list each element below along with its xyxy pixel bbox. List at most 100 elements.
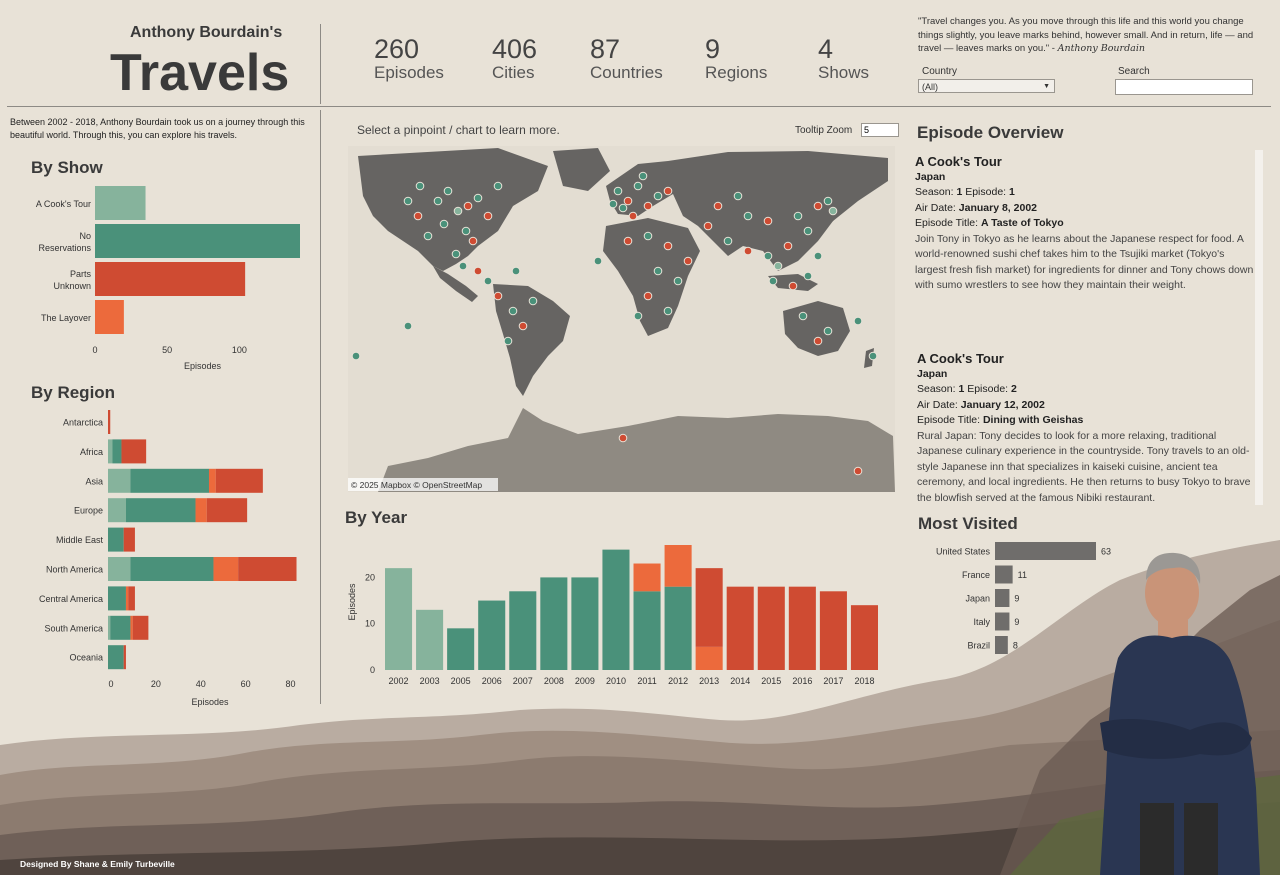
region-bar-segment[interactable] [108, 410, 111, 434]
region-bar-segment[interactable] [128, 586, 135, 611]
map-pinpoint[interactable] [608, 199, 618, 209]
region-bar-segment[interactable] [213, 557, 239, 581]
region-bar-segment[interactable] [195, 498, 207, 523]
episode-overview-scrollbar[interactable] [1255, 150, 1263, 505]
search-input[interactable] [1115, 79, 1253, 95]
map-pinpoint[interactable] [813, 201, 823, 211]
map-pinpoint[interactable] [628, 211, 638, 221]
year-bar-segment[interactable] [540, 577, 568, 670]
map-pinpoint[interactable] [788, 281, 798, 291]
map-pinpoint[interactable] [433, 196, 443, 206]
region-bar-segment[interactable] [108, 586, 126, 611]
map-pinpoint[interactable] [663, 306, 673, 316]
region-bar-segment[interactable] [121, 439, 147, 464]
map-pinpoint[interactable] [443, 186, 453, 196]
map-pinpoint[interactable] [823, 326, 833, 336]
map-pinpoint[interactable] [653, 266, 663, 276]
map-pinpoint[interactable] [813, 336, 823, 346]
map-pinpoint[interactable] [663, 186, 673, 196]
map-pinpoint[interactable] [673, 276, 683, 286]
show-bar[interactable] [95, 300, 124, 334]
map-pinpoint[interactable] [453, 206, 463, 216]
map-pinpoint[interactable] [423, 231, 433, 241]
map-pinpoint[interactable] [638, 171, 648, 181]
by-show-chart[interactable]: A Cook's Tour No Reservations Parts Unknown T… [0, 180, 318, 375]
region-bar-segment[interactable] [130, 468, 209, 493]
region-bar-segment[interactable] [108, 439, 113, 464]
year-bar-segment[interactable] [850, 605, 878, 670]
region-bar-segment[interactable] [112, 439, 122, 464]
show-bar[interactable] [95, 262, 246, 296]
by-year-chart[interactable]: 2002 2003 2005 2006 2007 2008 2009 2010 2011 2012… [340, 530, 900, 695]
year-bar-segment[interactable] [509, 591, 537, 670]
map-pinpoint[interactable] [468, 236, 478, 246]
region-bar-segment[interactable] [108, 527, 124, 552]
region-bar-segment[interactable] [108, 557, 131, 581]
map-pinpoint[interactable] [463, 201, 473, 211]
map-pinpoint[interactable] [458, 261, 468, 271]
map-pinpoint[interactable] [868, 351, 878, 361]
year-bar-segment[interactable] [726, 586, 754, 670]
map-pinpoint[interactable] [503, 336, 513, 346]
map-pinpoint[interactable] [643, 201, 653, 211]
map-pinpoint[interactable] [823, 196, 833, 206]
map-pinpoint[interactable] [618, 203, 628, 213]
region-bar-segment[interactable] [215, 468, 263, 493]
region-bar-segment[interactable] [125, 498, 196, 523]
map-pinpoint[interactable] [733, 191, 743, 201]
most-visited-chart[interactable]: United States 63 France 11 Japan 9 Italy 9 Brazi… [910, 538, 1130, 660]
map-pinpoint[interactable] [439, 219, 449, 229]
map-pinpoint[interactable] [683, 256, 693, 266]
map-pinpoint[interactable] [723, 236, 733, 246]
map-pinpoint[interactable] [813, 251, 823, 261]
show-bar[interactable] [95, 186, 146, 220]
visited-bar[interactable] [995, 542, 1096, 560]
year-bar-segment[interactable] [788, 586, 816, 670]
region-bar-segment[interactable] [208, 468, 216, 493]
map-pinpoint[interactable] [493, 181, 503, 191]
map-pinpoint[interactable] [633, 181, 643, 191]
year-bar-segment[interactable] [385, 568, 413, 670]
map-pinpoint[interactable] [593, 256, 603, 266]
year-bar-segment[interactable] [478, 600, 506, 670]
show-bar[interactable] [95, 224, 300, 258]
region-bar-segment[interactable] [123, 645, 126, 670]
map-pinpoint[interactable] [508, 306, 518, 316]
map-pinpoint[interactable] [743, 211, 753, 221]
region-bar-segment[interactable] [130, 557, 214, 581]
map-pinpoint[interactable] [633, 311, 643, 321]
region-bar-segment[interactable] [108, 498, 126, 523]
map-pinpoint[interactable] [351, 351, 361, 361]
map-pinpoint[interactable] [483, 276, 493, 286]
map-pinpoint[interactable] [483, 211, 493, 221]
year-bar-segment[interactable] [447, 628, 475, 670]
region-bar-segment[interactable] [238, 557, 297, 581]
map-pinpoint[interactable] [473, 193, 483, 203]
world-map[interactable]: © 2025 Mapbox © OpenStreetMap [348, 146, 895, 492]
map-pinpoint[interactable] [653, 191, 663, 201]
map-pinpoint[interactable] [803, 271, 813, 281]
map-pinpoint[interactable] [743, 246, 753, 256]
region-bar-segment[interactable] [125, 586, 129, 611]
map-pinpoint[interactable] [403, 321, 413, 331]
year-bar-segment[interactable] [633, 591, 661, 670]
country-filter-dropdown[interactable]: (All) ▼ [918, 79, 1055, 93]
visited-bar[interactable] [995, 612, 1010, 631]
map-pinpoint[interactable] [643, 291, 653, 301]
map-pinpoint[interactable] [623, 236, 633, 246]
map-pinpoint[interactable] [793, 211, 803, 221]
map-pinpoint[interactable] [768, 276, 778, 286]
map-pinpoint[interactable] [798, 311, 808, 321]
region-bar-segment[interactable] [108, 645, 124, 670]
year-bar-segment[interactable] [633, 563, 661, 592]
map-pinpoint[interactable] [461, 226, 471, 236]
year-bar-segment[interactable] [602, 549, 630, 670]
map-pinpoint[interactable] [853, 316, 863, 326]
map-pinpoint[interactable] [763, 216, 773, 226]
map-pinpoint[interactable] [413, 211, 423, 221]
map-pinpoint[interactable] [415, 181, 425, 191]
by-region-chart[interactable]: Antarctica Africa Asia Europe Middle East Nor… [0, 405, 318, 710]
map-pinpoint[interactable] [493, 291, 503, 301]
visited-bar[interactable] [995, 589, 1010, 607]
tooltip-zoom-input[interactable] [861, 123, 899, 137]
